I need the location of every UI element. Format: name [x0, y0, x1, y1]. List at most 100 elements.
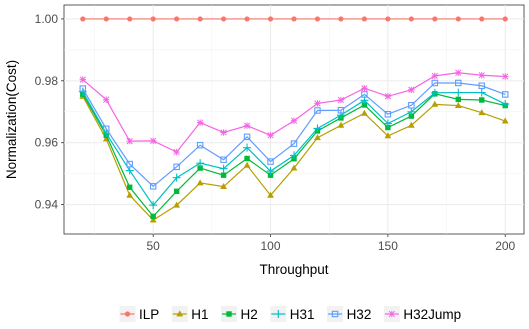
data-point-h32	[220, 156, 227, 163]
data-point-h2	[244, 155, 250, 162]
legend-label-h32jump: H32Jump	[403, 307, 461, 322]
legend-item-h31: H31	[269, 305, 315, 323]
axis-ticks: 50 100 150 200 0.94 0.96 0.98 1.00	[35, 12, 516, 253]
legend-item-h32: H32	[326, 305, 372, 323]
data-point-h2	[173, 188, 180, 194]
data-point-h2	[361, 102, 368, 108]
data-point-h2	[197, 165, 203, 171]
data-point-h32	[267, 158, 274, 165]
gridlines	[64, 5, 524, 234]
data-point-h1	[126, 191, 134, 198]
data-point-h1	[501, 117, 509, 124]
data-point-h1	[431, 100, 439, 107]
x-tick-label: 100	[261, 239, 281, 253]
data-point-h1	[196, 179, 204, 186]
data-point-h31	[313, 124, 322, 133]
data-point-h31	[196, 159, 205, 168]
data-point-h31	[290, 151, 298, 160]
data-point-h32jump	[337, 96, 345, 104]
data-point-h32jump	[361, 85, 368, 92]
x-tick-label: 200	[495, 239, 515, 253]
legend-key-marker	[388, 310, 396, 318]
y-tick-label: 0.98	[35, 74, 59, 88]
data-point-h32	[102, 125, 110, 133]
data-point-h32	[408, 102, 415, 109]
legend-key-marker	[331, 310, 339, 318]
data-point-h2	[408, 113, 415, 119]
legend-key-marker	[274, 310, 283, 318]
data-point-h2	[127, 184, 133, 190]
legend-label-h31: H31	[290, 307, 315, 322]
data-point-ilp	[502, 16, 508, 22]
y-axis-title: Normalization(Cost)	[4, 60, 19, 179]
legend-item-h2: H2	[220, 305, 258, 323]
data-point-h31	[172, 173, 181, 182]
series-ilp	[80, 16, 508, 22]
data-point-ilp	[385, 16, 391, 22]
data-point-h1	[149, 216, 157, 223]
data-point-h32	[361, 91, 368, 98]
data-point-h1	[220, 183, 227, 190]
data-point-h31	[149, 201, 158, 210]
data-point-h31	[266, 167, 275, 176]
data-point-h32	[173, 163, 180, 171]
data-point-h1	[384, 132, 392, 139]
legend-label-ilp: ILP	[139, 307, 159, 322]
data-point-h2	[150, 213, 156, 220]
y-tick-label: 1.00	[35, 12, 59, 26]
series-h32jump	[79, 69, 509, 156]
data-point-h32jump	[478, 72, 485, 79]
legend-label-h32: H32	[347, 307, 372, 322]
data-point-ilp	[267, 16, 274, 22]
data-point-h31	[219, 164, 228, 173]
x-tick-label: 50	[147, 239, 161, 253]
data-point-ilp	[80, 16, 86, 22]
legend-key-marker	[176, 310, 184, 317]
data-point-h1	[314, 134, 321, 141]
data-point-ilp	[455, 16, 461, 22]
data-point-h32jump	[290, 117, 298, 124]
data-point-h32	[126, 160, 133, 168]
data-point-ilp	[408, 16, 414, 22]
series-h32	[79, 79, 509, 190]
data-point-ilp	[103, 16, 109, 22]
data-point-h32jump	[408, 86, 415, 93]
series-h1	[79, 92, 509, 223]
data-point-h32jump	[243, 122, 251, 129]
data-point-h32jump	[267, 132, 274, 139]
data-point-h2	[385, 124, 391, 131]
data-point-h32jump	[220, 129, 227, 136]
data-point-h2	[220, 172, 227, 178]
legend-item-h1: H1	[170, 305, 209, 323]
data-point-h2	[455, 96, 461, 103]
data-point-h32jump	[196, 119, 204, 126]
data-point-h32	[149, 183, 157, 190]
data-point-ilp	[150, 16, 156, 22]
data-point-h32	[243, 133, 251, 141]
series-h31	[78, 87, 510, 210]
data-point-h32	[478, 82, 486, 90]
data-point-h32jump	[384, 93, 392, 100]
data-point-h2	[267, 172, 274, 178]
data-point-h1	[454, 101, 462, 108]
x-tick-label: 150	[378, 239, 398, 253]
data-point-ilp	[291, 16, 297, 22]
data-point-h32jump	[79, 76, 86, 83]
data-point-h32jump	[126, 137, 133, 145]
legend-item-h32jump: H32Jump	[382, 305, 461, 323]
data-point-h32jump	[455, 69, 462, 76]
legend-label-h1: H1	[191, 307, 208, 322]
data-point-h32jump	[149, 137, 157, 145]
data-point-h32	[501, 91, 509, 98]
data-point-ilp	[220, 16, 227, 22]
data-point-ilp	[338, 16, 344, 22]
data-point-h31	[243, 143, 252, 152]
data-point-h31	[407, 107, 416, 116]
data-point-h1	[290, 164, 298, 171]
legend-label-h2: H2	[241, 307, 258, 322]
data-point-h31	[430, 88, 439, 97]
y-tick-label: 0.96	[35, 136, 59, 150]
legend: ILP H1 H2 H31 H32 H32Jump	[118, 305, 461, 323]
data-point-h32	[384, 110, 392, 118]
data-point-h32	[431, 79, 439, 87]
